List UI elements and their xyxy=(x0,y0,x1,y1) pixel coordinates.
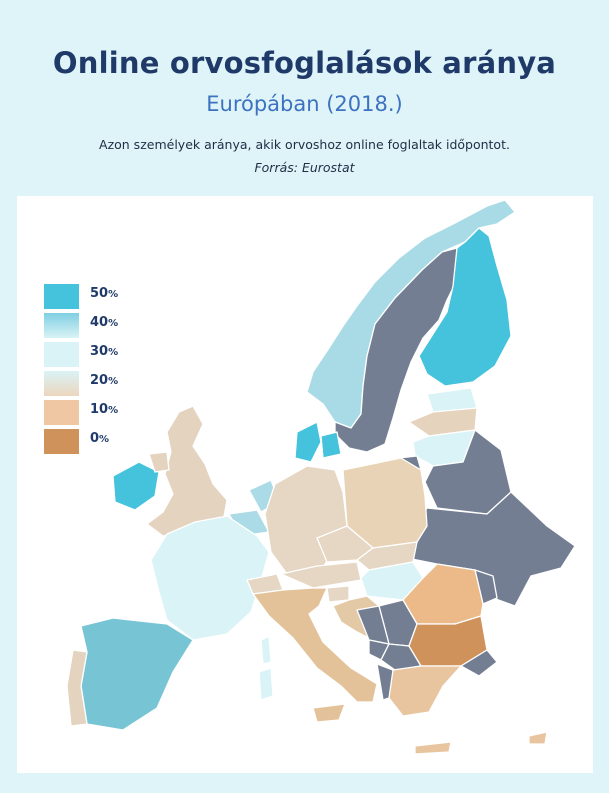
legend-swatch-10 xyxy=(44,400,79,425)
legend-swatch-0 xyxy=(44,429,79,454)
region-corsica xyxy=(260,635,272,665)
region-turkey xyxy=(460,649,498,677)
legend-swatch-50 xyxy=(44,284,79,309)
region-ireland xyxy=(112,461,160,511)
page-title: Online orvosfoglalások aránya xyxy=(52,46,557,80)
region-cyprus xyxy=(528,731,548,745)
legend-swatch-20 xyxy=(44,371,79,396)
region-austria xyxy=(280,561,362,589)
region-latvia xyxy=(408,407,478,437)
source-note: Forrás: Eurostat xyxy=(254,160,355,175)
description: Azon személyek aránya, akik orvoshoz onl… xyxy=(99,137,510,152)
legend-label-10: 10% xyxy=(90,402,119,417)
legend-label-30: 30% xyxy=(90,344,119,359)
region-finland xyxy=(418,227,512,387)
page-subtitle: Európában (2018.) xyxy=(206,92,403,116)
legend-swatch-40 xyxy=(44,313,79,338)
legend-label-0: 0% xyxy=(90,431,110,446)
region-slovakia xyxy=(356,541,418,571)
region-france xyxy=(150,515,270,641)
region-denmark xyxy=(294,421,322,463)
legend-label-40: 40% xyxy=(90,315,119,330)
legend-label-50: 50% xyxy=(90,286,119,301)
europe-map xyxy=(66,199,576,755)
map-panel: 50% 40% 30% 20% 10% 0% xyxy=(17,196,593,773)
region-spain xyxy=(80,617,194,731)
region-italy xyxy=(252,587,378,703)
region-crete xyxy=(414,741,452,755)
region-portugal xyxy=(66,649,88,727)
legend-label-20: 20% xyxy=(90,373,119,388)
region-greece xyxy=(388,665,462,717)
region-denmark-islands xyxy=(320,431,342,459)
region-sardinia xyxy=(258,667,274,701)
legend-swatch-30 xyxy=(44,342,79,367)
region-northern-ireland xyxy=(148,451,170,473)
region-sweden xyxy=(334,247,460,453)
region-slovenia xyxy=(326,585,350,603)
region-sicily xyxy=(312,703,346,723)
